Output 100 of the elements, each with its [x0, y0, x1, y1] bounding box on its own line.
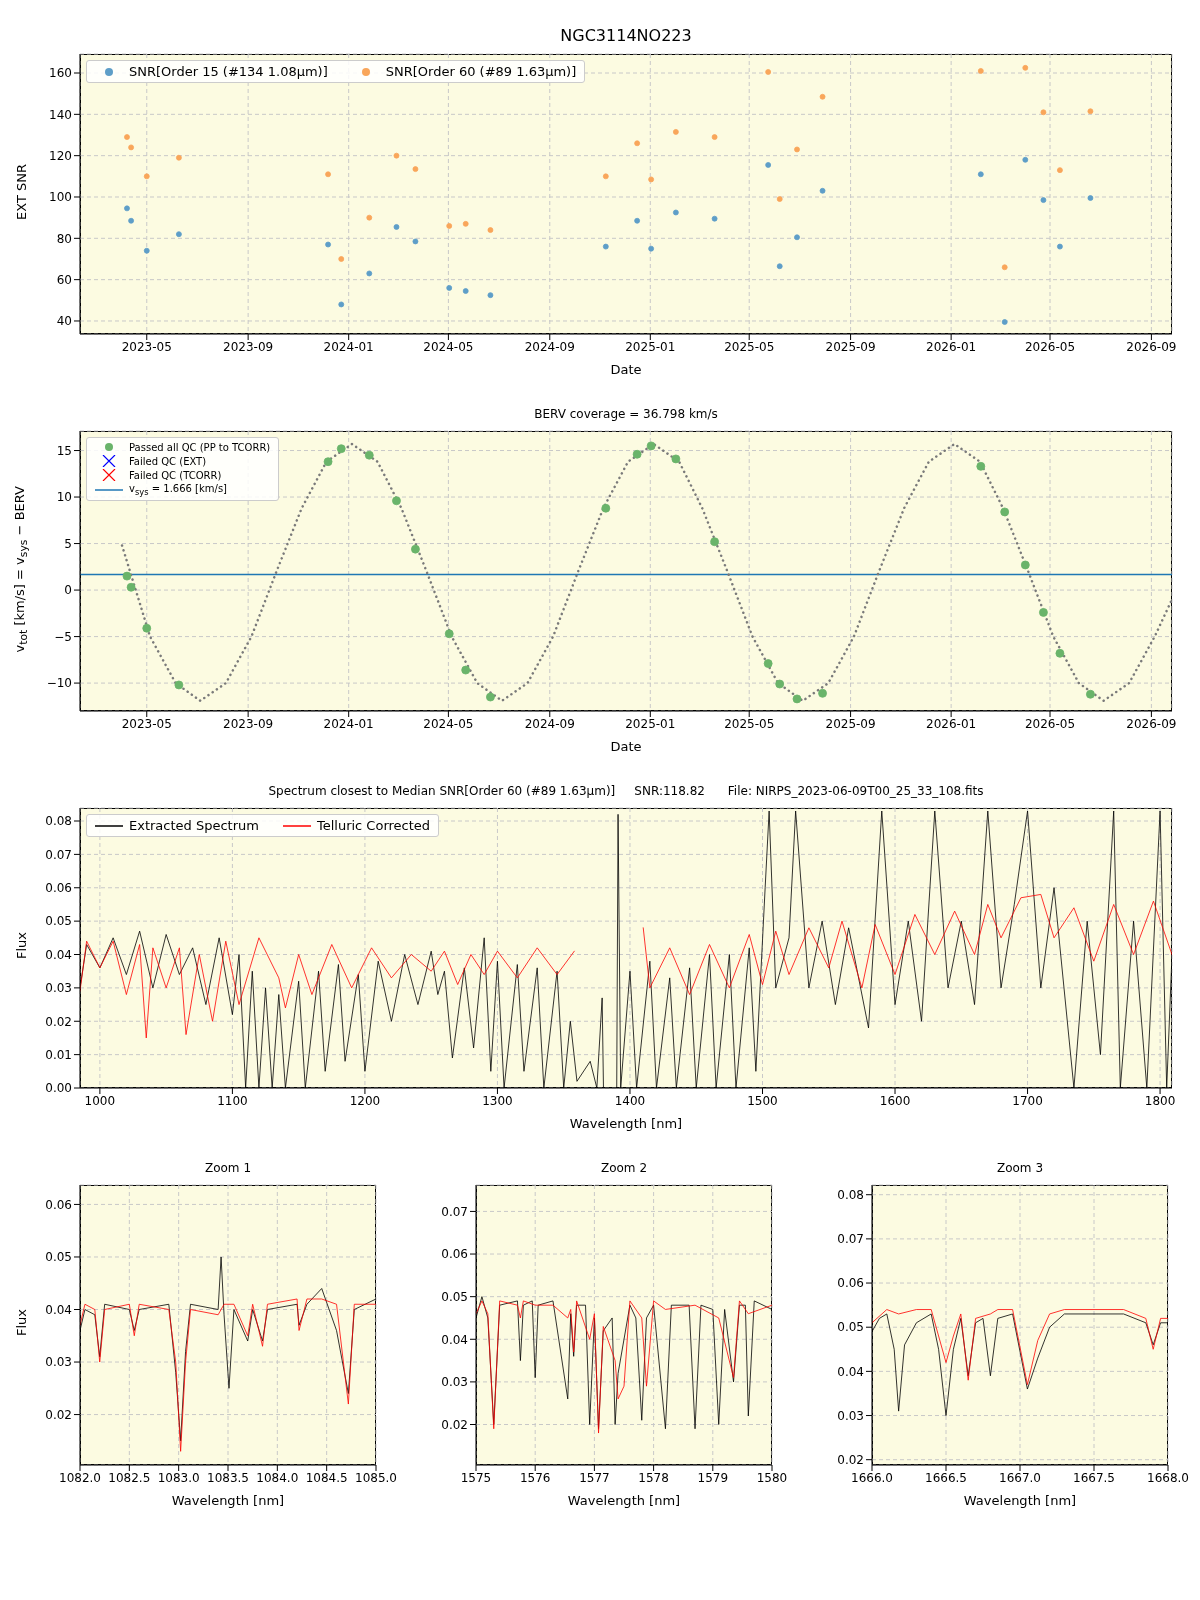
legend-label: SNR[Order 15 (#134 1.08μm)]	[129, 64, 328, 79]
x-tick-label: 1667.5	[1073, 1470, 1115, 1485]
y-tick-label: −10	[46, 676, 72, 691]
y-tick-label: 0.07	[837, 1232, 864, 1247]
y-axis-title: EXT SNR	[13, 164, 29, 220]
chart-title: NGC3114NO223	[560, 26, 692, 45]
x-tick-label: 2026-09	[1126, 716, 1177, 731]
legend-label: Failed QC (EXT)	[129, 455, 207, 467]
y-tick-label: 0.02	[441, 1417, 468, 1432]
y-tick-label: 80	[56, 231, 72, 246]
y-tick-label: 140	[49, 107, 72, 122]
x-tick-label: 1668.0	[1147, 1470, 1189, 1485]
y-tick-label: 0.06	[45, 1197, 72, 1212]
y-tick-label: 0.07	[441, 1204, 468, 1219]
legend-label: Failed QC (TCORR)	[129, 469, 222, 481]
x-axis-title: Wavelength [nm]	[569, 1116, 683, 1131]
y-tick-label: −5	[54, 629, 72, 644]
y-tick-label: 0.06	[45, 881, 72, 896]
chart-title: Zoom 2	[600, 1161, 648, 1175]
y-tick-label: 0.06	[441, 1247, 468, 1262]
x-tick-label: 1500	[747, 1093, 778, 1108]
x-tick-label: 1200	[349, 1093, 381, 1108]
x-tick-label: 1084.5	[305, 1470, 348, 1485]
legend-label: v$_{sys}$ = 1.666 [km/s]	[129, 483, 227, 497]
x-tick-label: 2023-05	[121, 339, 172, 354]
x-tick-label: 2025-01	[625, 716, 676, 731]
x-tick-label: 1800	[1144, 1093, 1176, 1108]
x-tick-label: 1082.0	[59, 1470, 101, 1485]
chart-title: Zoom 1	[204, 1161, 252, 1175]
x-tick-label: 2024-01	[323, 716, 374, 731]
x-tick-label: 1083.5	[207, 1470, 249, 1485]
x-tick-label: 1666.5	[925, 1470, 967, 1485]
x-tick-label: 1082.5	[108, 1470, 151, 1485]
x-tick-label: 2024-09	[524, 716, 575, 731]
y-axis-title: Flux	[13, 1309, 29, 1337]
x-tick-label: 1576	[519, 1470, 551, 1485]
x-tick-label: 1666.0	[851, 1470, 893, 1485]
x-tick-label: 1300	[482, 1093, 513, 1108]
y-tick-label: 0.04	[441, 1332, 468, 1347]
y-tick-label: 0.03	[45, 1355, 72, 1370]
x-tick-label: 2024-09	[524, 339, 575, 354]
y-tick-label: 0.07	[45, 847, 72, 862]
x-tick-label: 2025-01	[625, 339, 676, 354]
y-tick-label: 0.08	[837, 1187, 864, 1202]
chart-title: BERV coverage = 36.798 km/s	[534, 407, 718, 421]
x-tick-label: 2025-09	[825, 339, 876, 354]
x-tick-label: 1578	[638, 1470, 669, 1485]
x-tick-label: 2023-09	[223, 339, 274, 354]
y-tick-label: 0.03	[837, 1408, 864, 1423]
legend-label: Passed all QC (PP to TCORR)	[129, 441, 271, 453]
chart-title: Zoom 3	[996, 1161, 1044, 1175]
y-tick-label: 0.08	[45, 814, 72, 829]
x-tick-label: 1600	[879, 1093, 911, 1108]
x-tick-label: 2025-05	[724, 339, 775, 354]
x-tick-label: 2024-05	[423, 716, 474, 731]
x-tick-label: 1579	[697, 1470, 729, 1485]
x-tick-label: 2023-09	[223, 716, 274, 731]
x-tick-label: 2023-05	[121, 716, 172, 731]
x-tick-label: 2026-01	[926, 339, 977, 354]
y-tick-label: 160	[49, 66, 72, 81]
x-tick-label: 1575	[460, 1470, 492, 1485]
x-tick-label: 1085.0	[355, 1470, 397, 1485]
x-tick-label: 1100	[217, 1093, 248, 1108]
y-tick-label: 40	[56, 314, 72, 329]
x-tick-label: 1577	[579, 1470, 610, 1485]
x-tick-label: 1000	[84, 1093, 116, 1108]
y-tick-label: 0.02	[45, 1407, 72, 1422]
x-tick-label: 2026-09	[1126, 339, 1177, 354]
x-tick-label: 2026-01	[926, 716, 977, 731]
x-tick-label: 2026-05	[1024, 339, 1076, 354]
y-tick-label: 5	[64, 536, 72, 551]
x-tick-label: 1400	[614, 1093, 646, 1108]
x-axis-title: Wavelength [nm]	[963, 1493, 1077, 1508]
x-tick-label: 1083.0	[157, 1470, 200, 1485]
x-tick-label: 1700	[1012, 1093, 1043, 1108]
y-tick-label: 0.01	[45, 1047, 72, 1062]
y-tick-label: 0.05	[45, 1250, 72, 1265]
y-tick-label: 15	[56, 443, 72, 458]
x-tick-label: 1084.0	[256, 1470, 299, 1485]
x-tick-label: 1667.0	[999, 1470, 1041, 1485]
y-tick-label: 0.05	[837, 1320, 864, 1335]
y-tick-label: 0.05	[45, 914, 72, 929]
chart-title: Spectrum closest to Median SNR[Order 60 (#89 1.63μm)] SNR:118.82 File: NIRPS_2023-06-09T00_25_33_108.fits	[268, 784, 984, 798]
y-tick-label: 0.05	[441, 1289, 468, 1304]
y-tick-label: 0.00	[45, 1081, 72, 1096]
y-axis-title: Flux	[13, 932, 29, 960]
x-axis-title: Wavelength [nm]	[567, 1493, 681, 1508]
x-axis-title: Date	[610, 362, 642, 377]
x-tick-label: 1580	[756, 1470, 788, 1485]
y-tick-label: 0.02	[837, 1452, 864, 1467]
y-tick-label: 0.04	[45, 947, 72, 962]
x-axis-title: Date	[610, 739, 642, 754]
x-tick-label: 2026-05	[1024, 716, 1076, 731]
y-tick-label: 0.04	[45, 1302, 72, 1317]
legend-label: Telluric Corrected	[316, 818, 431, 833]
y-tick-label: 120	[49, 148, 72, 163]
x-tick-label: 2024-05	[423, 339, 474, 354]
x-axis-title: Wavelength [nm]	[171, 1493, 285, 1508]
y-tick-label: 0.03	[441, 1375, 468, 1390]
y-tick-label: 0	[64, 583, 72, 598]
